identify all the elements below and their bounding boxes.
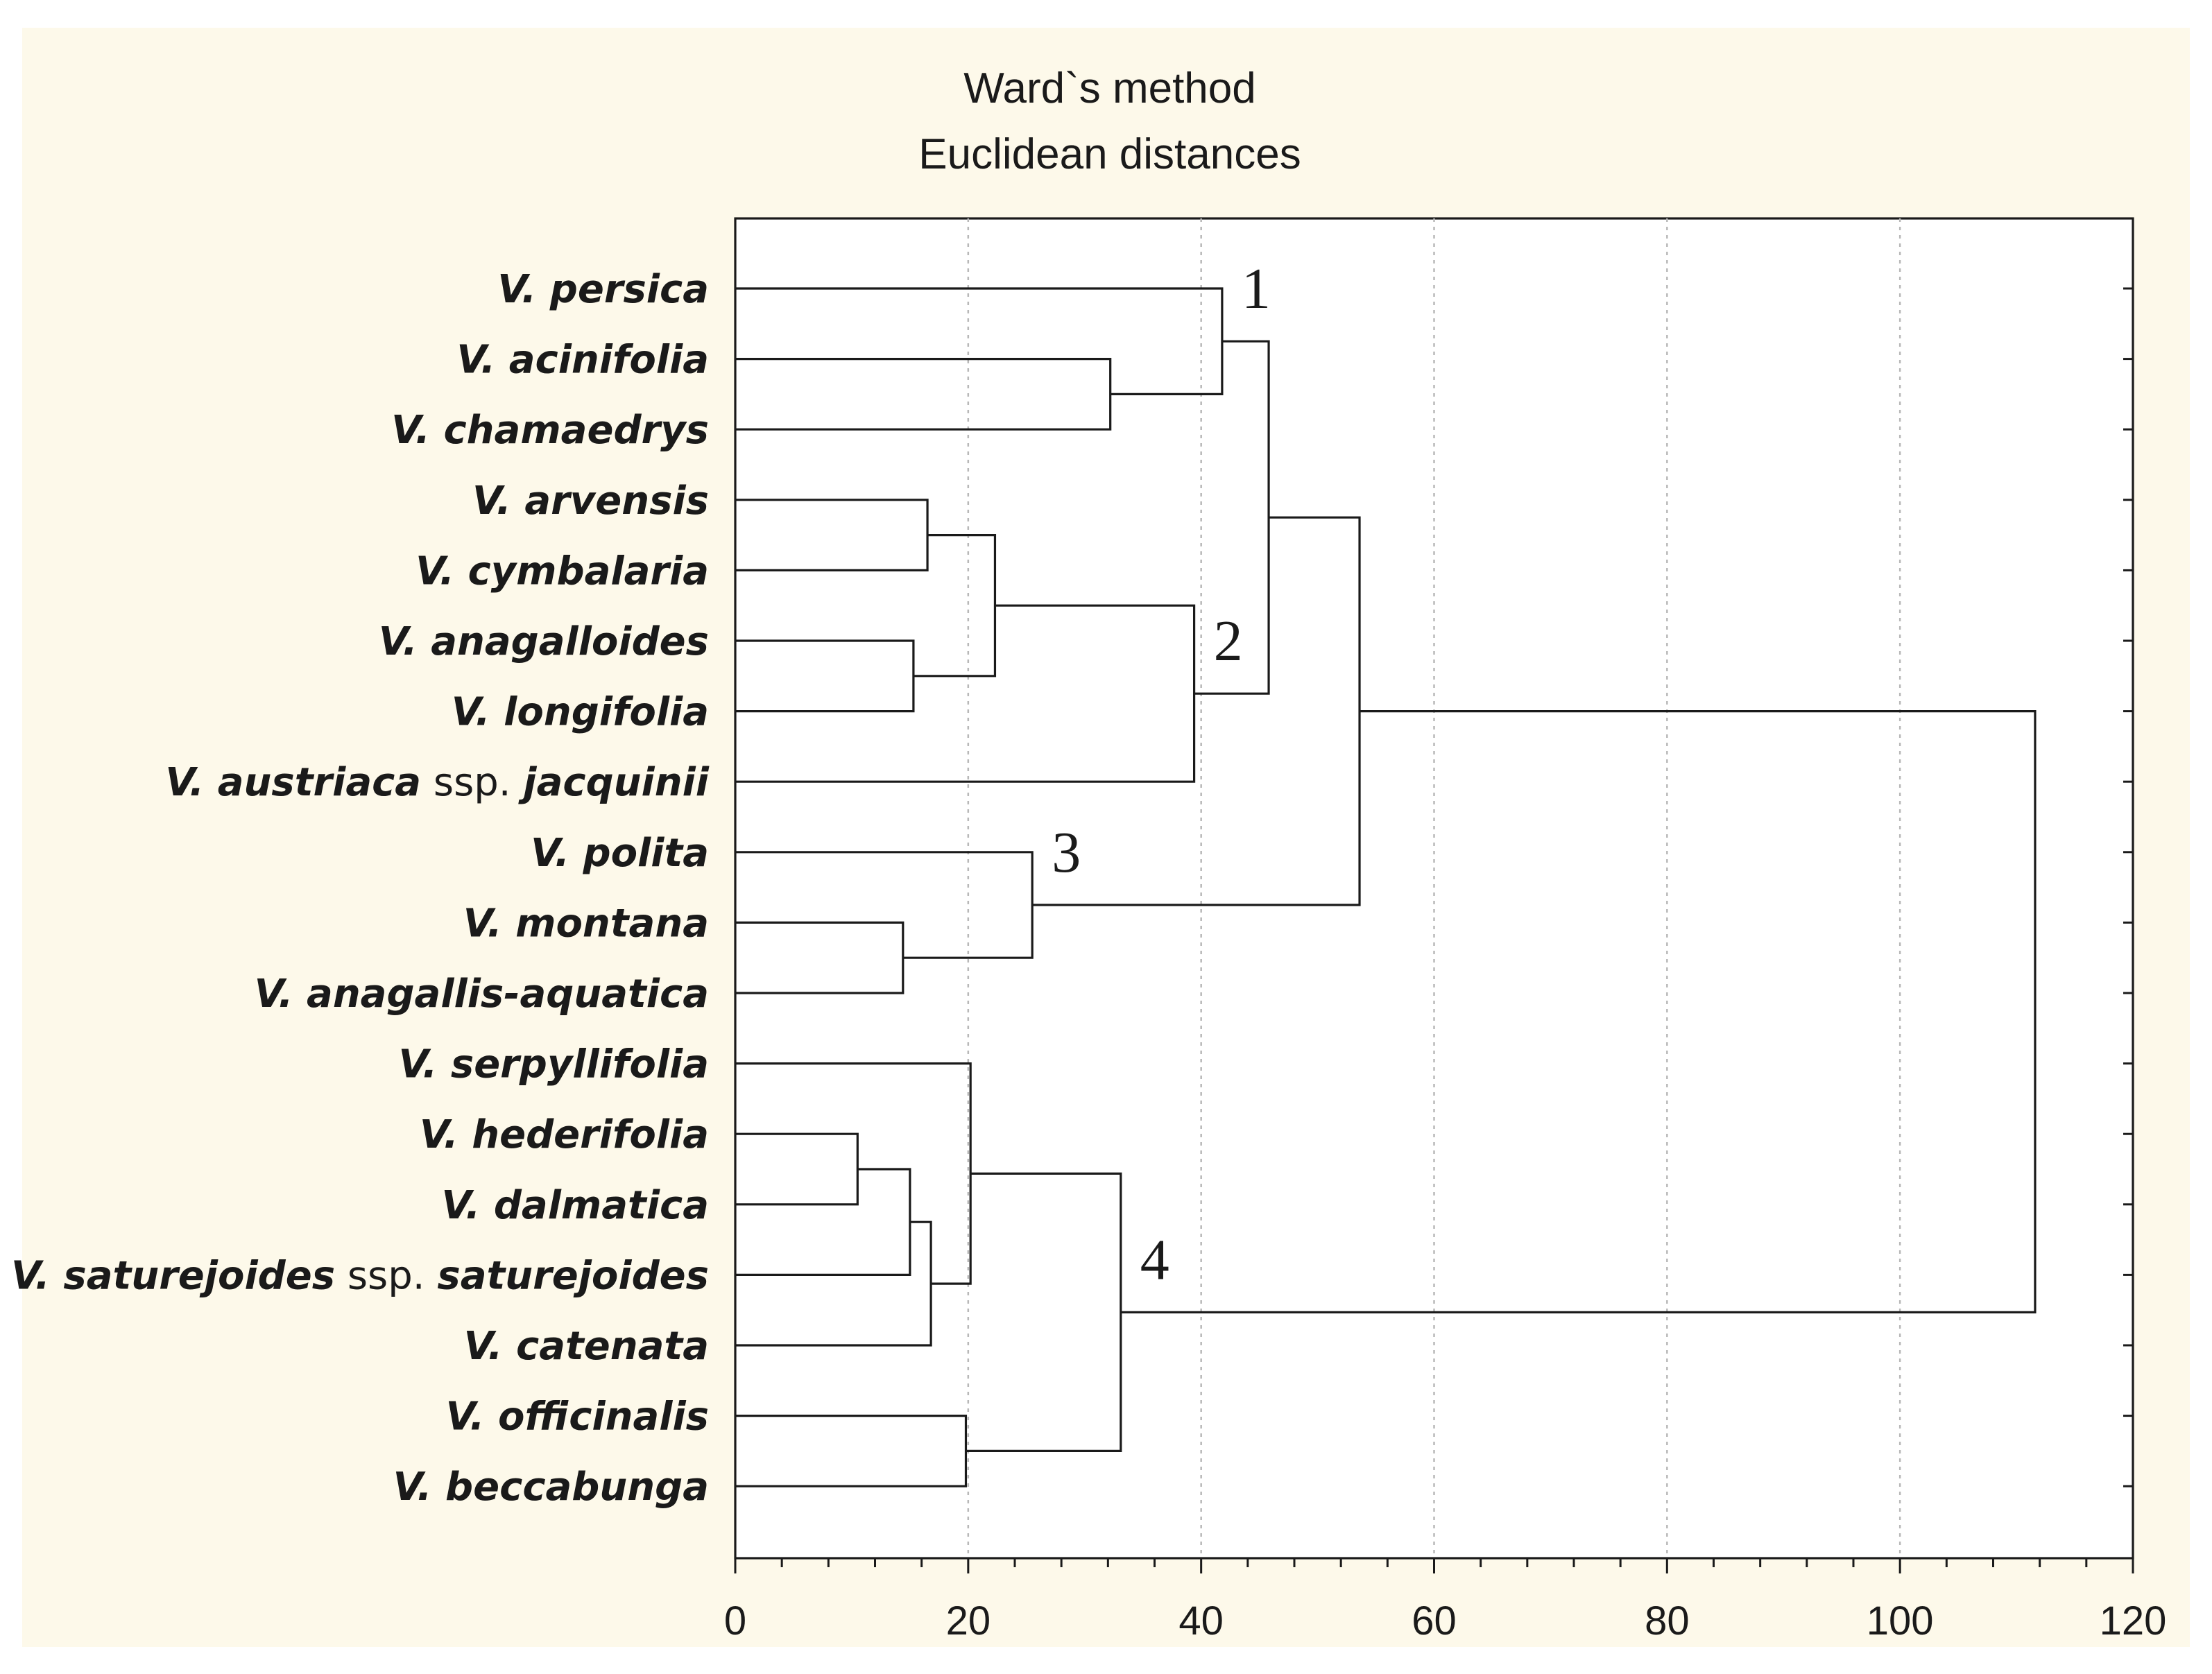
leaf-label-part: V. catenata [464,1324,709,1369]
x-tick-label-120: 120 [2100,1598,2167,1643]
leaf-label-3: V. arvensis [472,478,709,524]
cluster-label-2: 2 [1214,609,1243,673]
leaf-label-part: jacquinii [517,760,709,805]
leaf-label-2: V. chamaedrys [391,408,709,453]
leaf-label-part: V. persica [497,267,709,312]
leaf-label-11: V. serpyllifolia [398,1042,709,1087]
x-tick-label-40: 40 [1178,1598,1224,1643]
leaf-label-17: V. beccabunga [393,1465,709,1510]
leaf-label-part: V. anagalloides [379,619,709,664]
x-axis-tick-labels: 0 20 40 60 80 100 120 [724,1598,2167,1643]
branch-m6 [735,604,1196,783]
leaf-label-part: V. longifolia [452,690,709,735]
cluster-label-1: 1 [1242,257,1271,321]
leaf-label-5: V. anagalloides [379,619,709,664]
grid-lines [967,218,1901,1558]
leaf-label-part: V. dalmatica [441,1183,709,1228]
x-tick-label-20: 20 [946,1598,991,1643]
leaf-label-part: ssp. [421,760,523,805]
leaf-label-part: V. acinifolia [456,338,709,383]
leaf-label-9: V. montana [463,901,709,946]
cluster-label-4: 4 [1140,1227,1169,1292]
branch-m3 [735,499,929,571]
dendrogram-branches [735,287,2037,1487]
leaf-label-part: ssp. [335,1253,437,1298]
chart-title: Ward`s method [963,64,1256,112]
leaf-label-part: V. arvensis [472,478,709,524]
leaf-label-12: V. hederifolia [420,1112,709,1157]
leaf-label-part: V. hederifolia [420,1112,709,1157]
leaf-label-part: saturejoides [437,1253,709,1298]
cluster-labels: 1 2 3 4 [1052,257,1271,1292]
leaf-label-part: V. polita [531,831,709,876]
branch-m10 [1032,516,1361,906]
leaf-label-10: V. anagallis-aquatica [255,972,709,1017]
leaf-label-8: V. polita [531,831,709,876]
leaf-label-part: V. montana [463,901,709,946]
leaf-label-1: V. acinifolia [456,338,709,383]
branch-m16 [966,1172,1122,1452]
leaf-label-part: V. chamaedrys [391,408,709,453]
branch-m11 [735,1132,859,1206]
axis-ticks [734,287,2134,1573]
leaf-label-13: V. dalmatica [441,1183,709,1228]
branch-m4 [735,639,915,713]
leaf-label-part: V. austriaca [165,760,421,805]
leaf-labels: V. persica V. acinifolia V. chamaedrys V. a… [11,267,710,1510]
leaf-label-15: V. catenata [464,1324,709,1369]
branch-m1 [735,358,1112,431]
leaf-label-14: V. saturejoides ssp. saturejoides [11,1253,709,1298]
leaf-label-part: V. serpyllifolia [398,1042,709,1087]
cluster-label-3: 3 [1052,820,1081,885]
chart-subtitle: Euclidean distances [918,130,1301,178]
x-tick-label-0: 0 [724,1598,746,1643]
branch-m14 [735,1062,972,1285]
x-tick-label-80: 80 [1645,1598,1690,1643]
branch-m5 [913,534,997,678]
leaf-label-7: V. austriaca ssp. jacquinii [165,760,709,805]
leaf-label-16: V. officinalis [446,1395,709,1440]
leaf-label-6: V. longifolia [452,690,709,735]
leaf-label-part: V. cymbalaria [415,549,709,594]
leaf-label-part: V. anagallis-aquatica [255,972,709,1017]
leaf-label-4: V. cymbalaria [415,549,709,594]
branch-m17 [1120,709,2037,1313]
branch-m2 [735,287,1224,395]
x-tick-label-60: 60 [1412,1598,1457,1643]
leaf-label-part: V. beccabunga [393,1465,709,1510]
leaf-label-part: V. officinalis [446,1395,709,1440]
x-tick-label-100: 100 [1867,1598,1934,1643]
leaf-label-part: V. saturejoides [11,1253,335,1298]
leaf-label-0: V. persica [497,267,709,312]
branch-m15 [735,1415,968,1487]
